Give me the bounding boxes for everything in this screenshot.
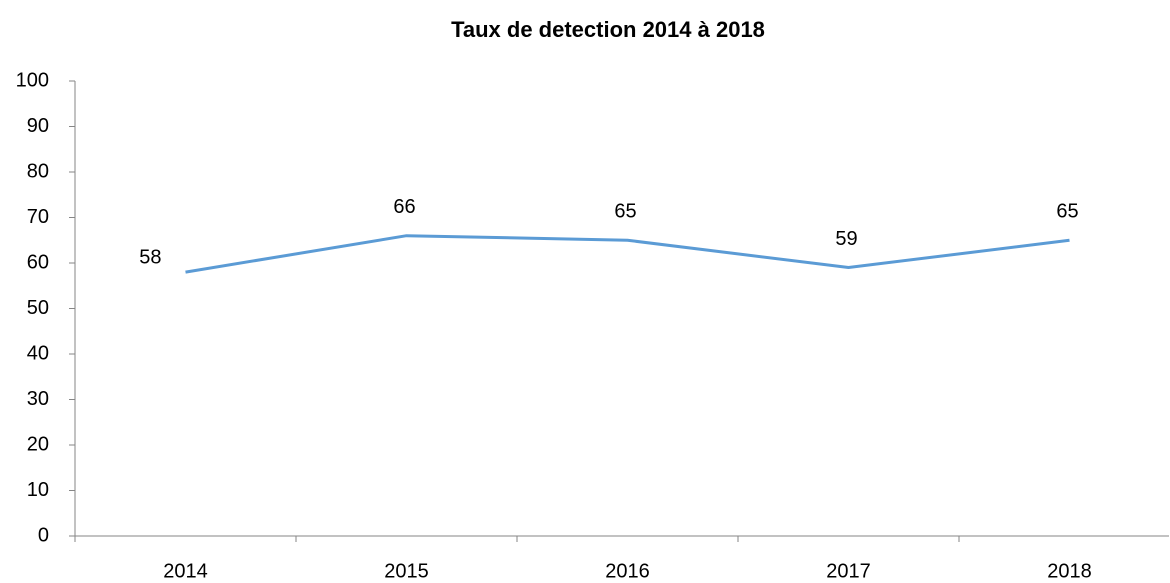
- y-tick-label: 50: [27, 297, 49, 319]
- y-tick-label: 10: [27, 479, 49, 501]
- x-tick-label: 2018: [1047, 560, 1092, 582]
- y-tick-label: 90: [27, 115, 49, 137]
- data-label: 59: [835, 228, 857, 250]
- y-tick-label: 70: [27, 206, 49, 228]
- chart-title: Taux de detection 2014 à 2018: [451, 17, 765, 42]
- data-label: 65: [614, 201, 636, 223]
- data-label: 65: [1056, 201, 1078, 223]
- data-label: 66: [393, 196, 415, 218]
- y-tick-label: 100: [16, 69, 49, 91]
- x-tick-label: 2017: [826, 560, 871, 582]
- y-tick-label: 60: [27, 251, 49, 273]
- y-tick-label: 40: [27, 342, 49, 364]
- data-label: 58: [139, 246, 161, 268]
- y-tick-label: 20: [27, 433, 49, 455]
- line: [185, 234, 1070, 274]
- x-tick-label: 2015: [384, 560, 429, 582]
- y-tick-label: 80: [27, 160, 49, 182]
- y-tick-label: 30: [27, 388, 49, 410]
- x-tick-label: 2016: [605, 560, 650, 582]
- x-tick-label: 2014: [163, 560, 208, 582]
- y-tick-label: 0: [38, 524, 49, 546]
